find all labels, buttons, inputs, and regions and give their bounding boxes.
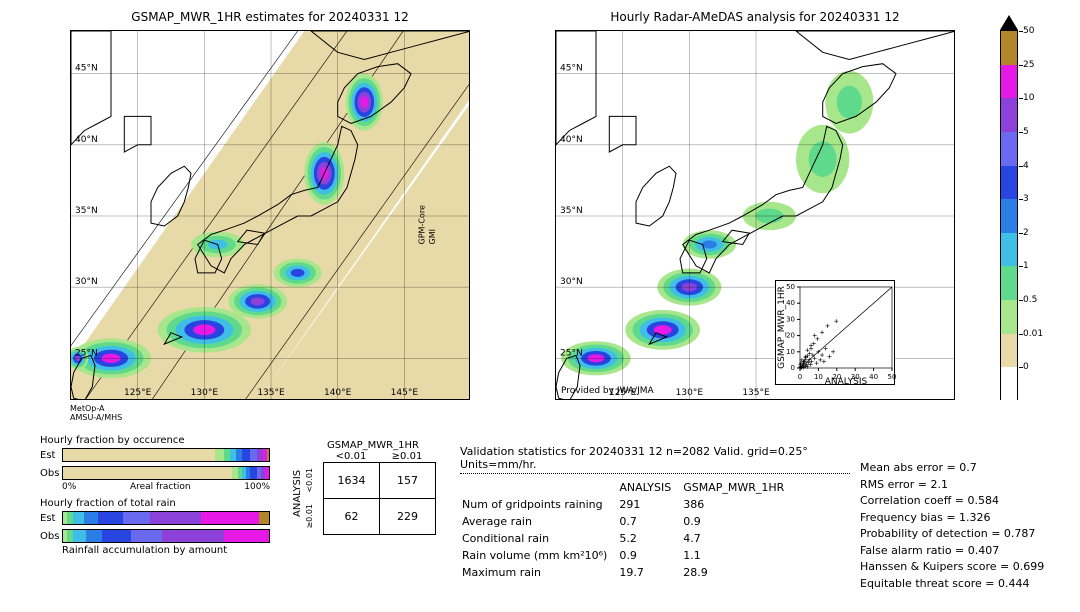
scatter-plot: 0010102020303040405050ANALYSISGSMAP_MWR_… xyxy=(776,281,896,386)
svg-text:GSMAP_MWR_1HR: GSMAP_MWR_1HR xyxy=(777,286,787,369)
scalar-stats: Mean abs error = 0.7RMS error = 2.1Corre… xyxy=(860,460,1070,592)
validation-title: Validation statistics for 20240331 12 n=… xyxy=(460,445,850,471)
map-attribution: Provided by JWA/JMA xyxy=(561,386,654,396)
totalrain-bar-obs xyxy=(62,529,270,543)
svg-text:45°N: 45°N xyxy=(560,64,583,74)
contingency-row-header: ANALYSIS xyxy=(290,451,305,535)
svg-text:40: 40 xyxy=(786,299,795,307)
row-label-est: Est xyxy=(40,450,62,461)
colorbar: 502510543210.50.010 xyxy=(1000,30,1018,400)
svg-text:45°N: 45°N xyxy=(75,64,98,74)
svg-text:40: 40 xyxy=(869,373,878,381)
colorbar-arrow xyxy=(1000,15,1018,31)
svg-text:0: 0 xyxy=(791,364,795,372)
totalrain-title: Hourly fraction of total rain xyxy=(40,498,270,509)
colorbar-container: 502510543210.50.010 xyxy=(1000,30,1018,400)
svg-text:30°N: 30°N xyxy=(560,277,583,287)
validation-block: Validation statistics for 20240331 12 n=… xyxy=(460,445,850,582)
svg-text:130°E: 130°E xyxy=(191,388,219,398)
svg-text:145°E: 145°E xyxy=(391,388,419,398)
svg-text:135°E: 135°E xyxy=(742,388,770,398)
occurrence-title: Hourly fraction by occurence xyxy=(40,435,270,446)
svg-text:20: 20 xyxy=(786,332,795,340)
satellite-label: MetOp-A AMSU-A/MHS xyxy=(70,405,122,423)
right-map-title: Hourly Radar-AMeDAS analysis for 2024033… xyxy=(555,10,955,24)
svg-text:135°E: 135°E xyxy=(257,388,285,398)
contingency-col-header: GSMAP_MWR_1HR xyxy=(310,440,436,451)
svg-text:130°E: 130°E xyxy=(676,388,704,398)
svg-text:25°N: 25°N xyxy=(75,348,98,358)
scatter-panel: 0010102020303040405050ANALYSISGSMAP_MWR_… xyxy=(775,280,895,385)
svg-text:40°N: 40°N xyxy=(75,135,98,145)
occurrence-bar-est xyxy=(62,448,270,462)
contingency-table: 1634157 62229 xyxy=(323,462,436,535)
svg-text:125°E: 125°E xyxy=(124,388,152,398)
svg-text:ANALYSIS: ANALYSIS xyxy=(825,377,868,386)
left-map-title: GSMAP_MWR_1HR estimates for 20240331 12 xyxy=(70,10,470,24)
svg-text:35°N: 35°N xyxy=(75,206,98,216)
occurrence-bar-obs xyxy=(62,466,270,480)
svg-text:35°N: 35°N xyxy=(560,206,583,216)
svg-text:50: 50 xyxy=(888,373,896,381)
svg-text:30°N: 30°N xyxy=(75,277,98,287)
row-label-obs: Obs xyxy=(40,468,62,479)
svg-text:40°N: 40°N xyxy=(560,135,583,145)
fraction-footer: Rainfall accumulation by amount xyxy=(62,545,270,556)
fraction-bars: Hourly fraction by occurence Est Obs 0% … xyxy=(40,435,270,556)
svg-text:0: 0 xyxy=(798,373,802,381)
svg-text:10: 10 xyxy=(814,373,823,381)
left-map-container: GSMAP_MWR_1HR estimates for 20240331 12 … xyxy=(70,30,470,400)
validation-table: ANALYSISGSMAP_MWR_1HRNum of gridpoints r… xyxy=(460,478,796,582)
svg-text:25°N: 25°N xyxy=(560,348,583,358)
svg-text:GPM-Core: GPM-Core xyxy=(417,205,426,244)
left-map: GPM-CoreGMI 125°E 130°E 135°E 140°E 145°E 25°N… xyxy=(70,30,470,400)
contingency-block: GSMAP_MWR_1HR ANALYSIS <0.01 ≥0.01 <0.01… xyxy=(290,440,436,535)
x-axis-label: Areal fraction xyxy=(76,482,244,492)
svg-text:140°E: 140°E xyxy=(324,388,352,398)
dash-divider xyxy=(460,473,850,474)
svg-text:50: 50 xyxy=(786,283,795,291)
svg-text:10: 10 xyxy=(786,348,795,356)
totalrain-bar-est xyxy=(62,511,270,525)
svg-text:GMI: GMI xyxy=(428,229,437,244)
svg-text:30: 30 xyxy=(786,315,795,323)
